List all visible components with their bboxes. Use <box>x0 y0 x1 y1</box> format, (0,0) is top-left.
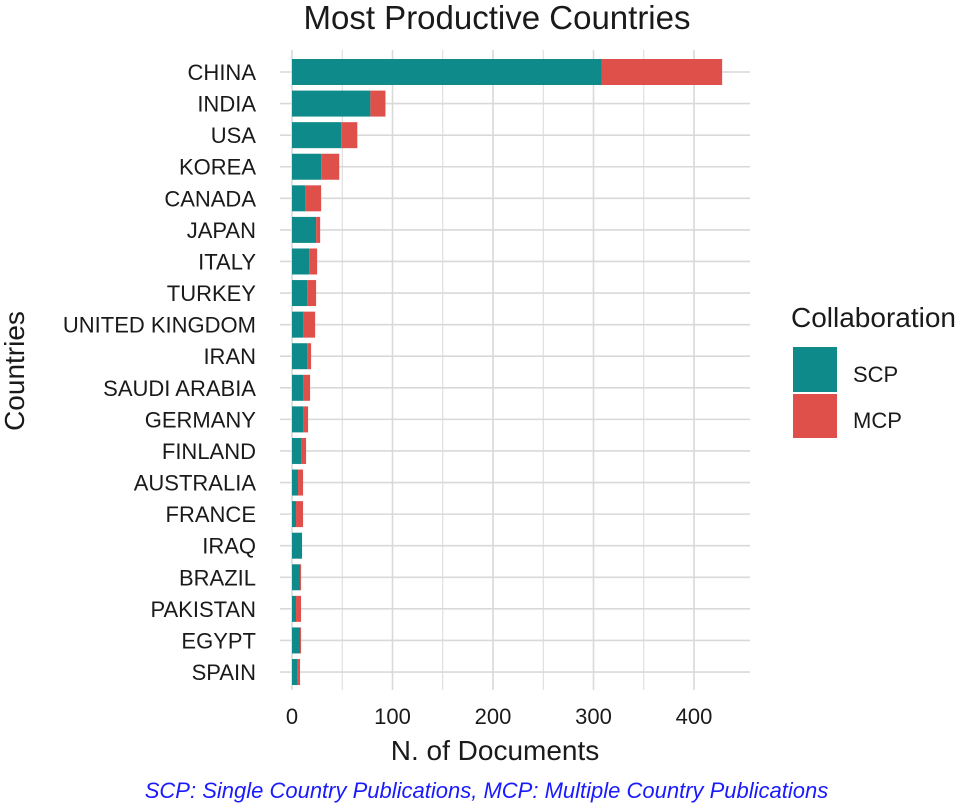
bar-scp-spain <box>292 659 298 686</box>
y-tick-label: SAUDI ARABIA <box>103 376 256 401</box>
x-tick-labels: 0 100 200 300 400 <box>286 704 712 729</box>
bar-scp-canada <box>292 185 306 212</box>
bar-scp-iraq <box>292 532 303 559</box>
y-tick-label: AUSTRALIA <box>134 471 257 496</box>
y-tick-label: PAKISTAN <box>150 597 256 622</box>
bar-scp-egypt <box>292 627 301 654</box>
y-tick-label: IRAN <box>203 344 256 369</box>
x-tick-label: 0 <box>286 704 298 729</box>
y-tick-labels: CHINA INDIA USA KOREA CANADA JAPAN ITALY TURKEY… <box>63 60 256 685</box>
y-tick-label: UNITED KINGDOM <box>63 313 256 338</box>
bar-scp-turkey <box>292 280 308 307</box>
x-axis-label: N. of Documents <box>391 735 600 766</box>
x-tick-label: 400 <box>676 704 713 729</box>
grid <box>280 50 750 690</box>
bar-mcp-japan <box>316 216 321 243</box>
legend-swatch-scp <box>793 347 837 392</box>
chart-title: Most Productive Countries <box>304 0 691 36</box>
y-tick-label: CANADA <box>164 186 256 211</box>
bar-mcp-china <box>601 59 723 85</box>
legend-title: Collaboration <box>791 302 956 333</box>
bar-mcp-canada <box>305 185 322 212</box>
bar-mcp-australia <box>298 469 304 496</box>
legend-label-mcp: MCP <box>853 408 902 433</box>
bar-mcp-united-kingdom <box>303 311 316 338</box>
x-tick-label: 100 <box>374 704 411 729</box>
bar-scp-usa <box>292 122 342 149</box>
bar-scp-france <box>292 501 297 528</box>
y-tick-label: CHINA <box>188 60 257 85</box>
bar-mcp-france <box>296 501 304 528</box>
bar-mcp-brazil <box>300 564 302 591</box>
y-tick-label: KOREA <box>179 155 256 180</box>
bar-mcp-egypt <box>300 627 302 654</box>
bars <box>292 59 723 686</box>
bar-mcp-turkey <box>307 280 317 307</box>
y-axis-label: Countries <box>0 311 30 431</box>
y-tick-label: JAPAN <box>187 218 256 243</box>
bar-mcp-india <box>370 90 386 117</box>
bar-scp-india <box>292 90 371 117</box>
y-tick-label: USA <box>211 123 257 148</box>
bar-scp-iran <box>292 343 308 370</box>
bar-mcp-korea <box>321 153 340 180</box>
bar-scp-saudi-arabia <box>292 374 304 401</box>
bar-scp-italy <box>292 248 310 275</box>
bar-scp-china <box>292 59 602 85</box>
bar-scp-germany <box>292 406 304 433</box>
y-tick-label: EGYPT <box>181 628 256 653</box>
y-tick-label: FINLAND <box>162 439 256 464</box>
y-tick-label: GERMANY <box>145 407 257 432</box>
bar-scp-united-kingdom <box>292 311 304 338</box>
bar-scp-finland <box>292 437 302 464</box>
chart-caption: SCP: Single Country Publications, MCP: M… <box>144 778 829 803</box>
bar-mcp-iran <box>307 343 312 370</box>
x-tick-label: 300 <box>575 704 612 729</box>
bar-mcp-saudi-arabia <box>303 374 311 401</box>
y-tick-label: BRAZIL <box>179 565 256 590</box>
bar-mcp-spain <box>297 659 301 686</box>
bar-scp-japan <box>292 216 317 243</box>
y-tick-label: ITALY <box>198 249 256 274</box>
legend-swatch-mcp <box>793 394 837 438</box>
bar-scp-pakistan <box>292 595 297 622</box>
x-tick-label: 200 <box>475 704 512 729</box>
bar-scp-australia <box>292 469 299 496</box>
y-tick-label: SPAIN <box>192 660 256 685</box>
bar-mcp-finland <box>301 437 307 464</box>
legend-label-scp: SCP <box>853 362 898 387</box>
legend: Collaboration SCP MCP <box>791 302 956 438</box>
bar-mcp-germany <box>303 406 309 433</box>
bar-mcp-pakistan <box>296 595 302 622</box>
y-tick-label: TURKEY <box>167 281 257 306</box>
bar-mcp-italy <box>309 248 318 275</box>
y-tick-label: FRANCE <box>166 502 256 527</box>
bar-mcp-usa <box>341 122 358 149</box>
bar-scp-korea <box>292 153 322 180</box>
y-tick-label: IRAQ <box>202 534 256 559</box>
y-tick-label: INDIA <box>197 92 256 117</box>
bar-scp-brazil <box>292 564 301 591</box>
